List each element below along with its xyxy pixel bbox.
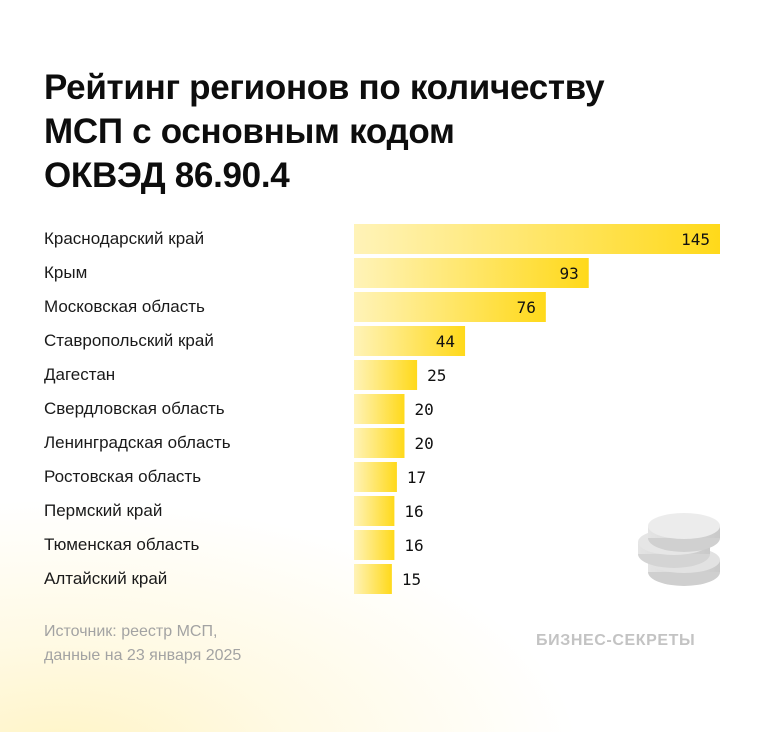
value-label: 44 — [436, 332, 455, 351]
category-label: Тюменская область — [44, 535, 200, 554]
bar — [354, 258, 589, 288]
bar — [354, 496, 395, 526]
title-line-3: ОКВЭД 86.90.4 — [44, 156, 290, 195]
source-note: Источник: реестр МСП, данные на 23 январ… — [44, 620, 241, 668]
bar — [354, 428, 405, 458]
value-label: 20 — [414, 400, 433, 419]
category-label: Краснодарский край — [44, 229, 204, 248]
bar — [354, 564, 392, 594]
category-label: Ростовская область — [44, 467, 201, 486]
category-label: Свердловская область — [44, 399, 225, 418]
value-label: 16 — [404, 536, 423, 555]
bar — [354, 360, 418, 390]
value-label: 25 — [427, 366, 446, 385]
value-label: 15 — [402, 570, 421, 589]
title-line-1: Рейтинг регионов по количеству — [44, 68, 605, 107]
chart-title: Рейтинг регионов по количеству МСП с осн… — [44, 66, 724, 198]
brand-logo: БИЗНЕС-СЕКРЕТЫ — [536, 632, 696, 649]
coins-stack-icon — [638, 513, 720, 586]
value-label: 93 — [559, 264, 578, 283]
value-label: 16 — [404, 502, 423, 521]
value-label: 76 — [517, 298, 536, 317]
category-label: Крым — [44, 263, 87, 282]
bar — [354, 326, 466, 356]
category-label: Ленинградская область — [44, 433, 231, 452]
title-line-2: МСП с основным кодом — [44, 112, 455, 151]
source-line-2: данные на 23 января 2025 — [44, 647, 242, 664]
value-label: 20 — [414, 434, 433, 453]
bar — [354, 462, 397, 492]
category-label: Московская область — [44, 297, 205, 316]
category-label: Ставропольский край — [44, 331, 214, 350]
category-label: Пермский край — [44, 501, 162, 520]
bar — [354, 394, 405, 424]
category-label: Алтайский край — [44, 569, 167, 588]
bar — [354, 530, 395, 560]
source-line-1: Источник: реестр МСП, — [44, 623, 218, 640]
value-label: 145 — [681, 230, 710, 249]
value-label: 17 — [407, 468, 426, 487]
category-label: Дагестан — [44, 365, 115, 384]
bar — [354, 292, 546, 322]
bar — [354, 224, 720, 254]
